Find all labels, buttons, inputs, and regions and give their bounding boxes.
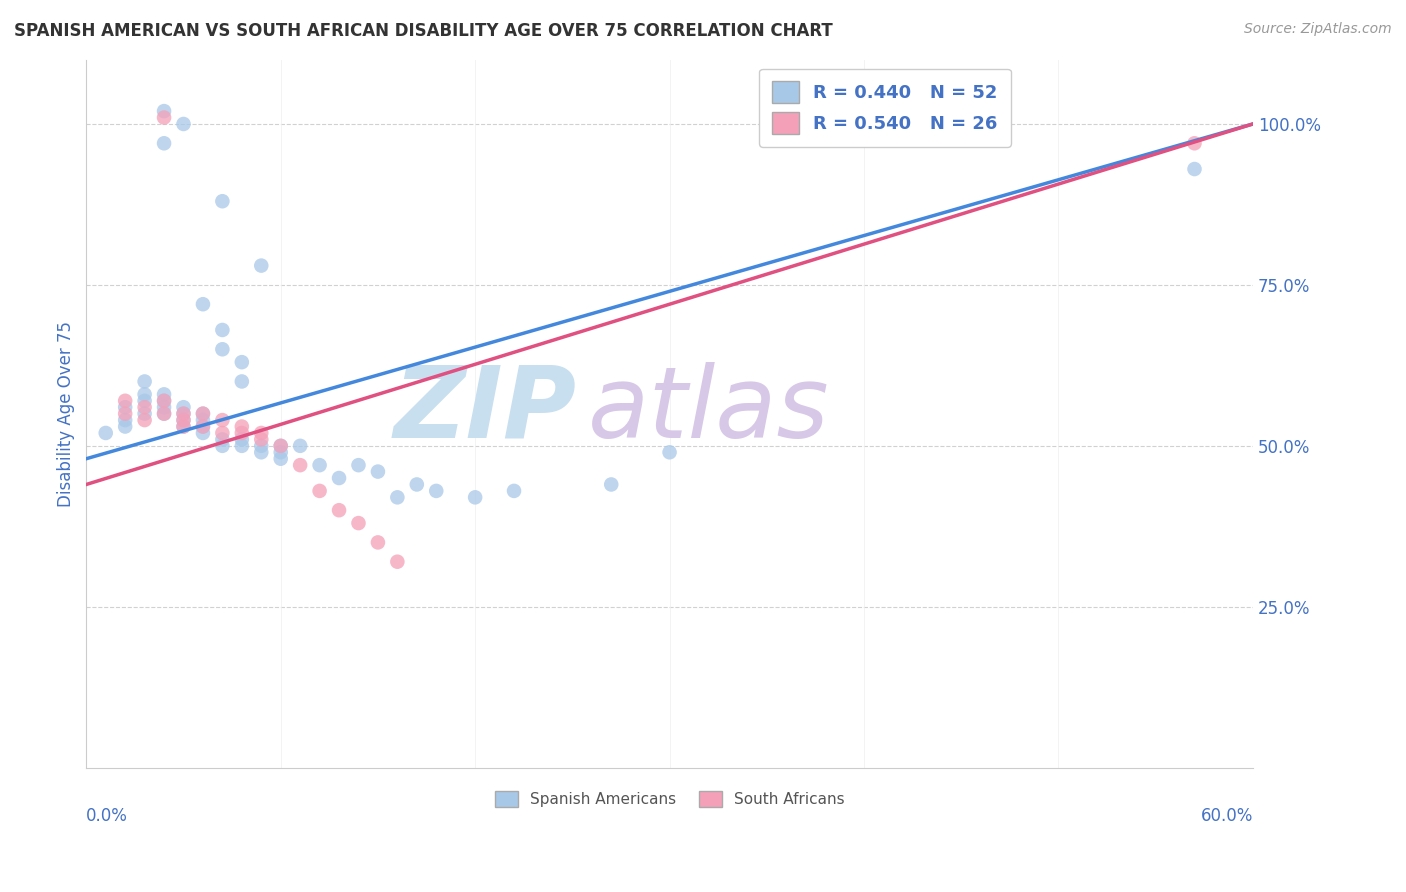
Point [173, 419, 195, 434]
Text: 60.0%: 60.0% [1201, 806, 1253, 824]
Point [134, 407, 156, 421]
Point [211, 439, 233, 453]
Point [114, 393, 136, 408]
Point [387, 555, 409, 569]
Point [231, 439, 253, 453]
Point [114, 419, 136, 434]
Point [425, 483, 447, 498]
Point [503, 483, 526, 498]
Point [387, 491, 409, 505]
Point [173, 419, 195, 434]
Legend: Spanish Americans, South Africans: Spanish Americans, South Africans [488, 785, 851, 814]
Point [367, 535, 389, 549]
Point [250, 425, 273, 440]
Point [328, 471, 350, 485]
Point [94, 425, 117, 440]
Point [464, 491, 486, 505]
Point [231, 433, 253, 447]
Point [250, 445, 273, 459]
Point [153, 136, 176, 151]
Point [191, 297, 214, 311]
Point [191, 407, 214, 421]
Point [211, 433, 233, 447]
Point [231, 425, 253, 440]
Point [153, 111, 176, 125]
Point [250, 439, 273, 453]
Point [270, 439, 292, 453]
Point [173, 413, 195, 427]
Point [153, 401, 176, 415]
Point [134, 393, 156, 408]
Text: 0.0%: 0.0% [86, 806, 128, 824]
Point [153, 393, 176, 408]
Point [173, 401, 195, 415]
Point [191, 419, 214, 434]
Point [114, 401, 136, 415]
Point [134, 401, 156, 415]
Point [153, 407, 176, 421]
Point [153, 393, 176, 408]
Point [134, 387, 156, 401]
Point [114, 407, 136, 421]
Point [270, 445, 292, 459]
Point [211, 343, 233, 357]
Point [1184, 136, 1206, 151]
Point [367, 465, 389, 479]
Point [191, 425, 214, 440]
Point [288, 439, 311, 453]
Point [405, 477, 427, 491]
Point [250, 259, 273, 273]
Point [173, 413, 195, 427]
Point [231, 355, 253, 369]
Point [191, 413, 214, 427]
Point [153, 387, 176, 401]
Point [347, 458, 370, 472]
Point [231, 375, 253, 389]
Point [114, 413, 136, 427]
Point [153, 407, 176, 421]
Point [308, 483, 330, 498]
Point [231, 419, 253, 434]
Y-axis label: Disability Age Over 75: Disability Age Over 75 [58, 320, 75, 507]
Text: Source: ZipAtlas.com: Source: ZipAtlas.com [1244, 22, 1392, 37]
Point [211, 323, 233, 337]
Text: ZIP: ZIP [394, 361, 576, 458]
Point [191, 407, 214, 421]
Point [328, 503, 350, 517]
Point [600, 477, 623, 491]
Point [173, 407, 195, 421]
Point [658, 445, 681, 459]
Point [308, 458, 330, 472]
Point [211, 194, 233, 209]
Point [153, 104, 176, 119]
Text: SPANISH AMERICAN VS SOUTH AFRICAN DISABILITY AGE OVER 75 CORRELATION CHART: SPANISH AMERICAN VS SOUTH AFRICAN DISABI… [14, 22, 832, 40]
Point [288, 458, 311, 472]
Point [1184, 162, 1206, 177]
Point [211, 413, 233, 427]
Point [134, 413, 156, 427]
Point [250, 433, 273, 447]
Text: atlas: atlas [588, 361, 830, 458]
Point [173, 407, 195, 421]
Point [191, 419, 214, 434]
Point [347, 516, 370, 530]
Point [211, 425, 233, 440]
Point [270, 451, 292, 466]
Point [134, 375, 156, 389]
Point [270, 439, 292, 453]
Point [173, 117, 195, 131]
